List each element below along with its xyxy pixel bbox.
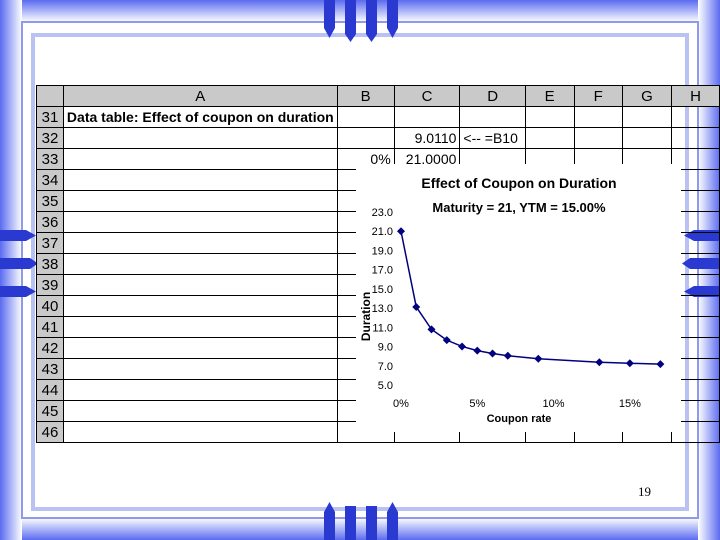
cell-a[interactable] [62, 421, 338, 443]
x-tick-label: 10% [543, 398, 565, 410]
column-header-h[interactable]: H [671, 85, 720, 107]
data-point [442, 336, 451, 345]
spreadsheet-grid: A B C D E F G H 31 Data table: Effect of … [36, 85, 720, 443]
cell-h[interactable] [671, 127, 720, 149]
column-header-g[interactable]: G [621, 85, 673, 107]
cell-a[interactable] [62, 400, 338, 422]
duration-chart[interactable]: Effect of Coupon on Duration Maturity = 2… [356, 164, 681, 432]
cell-d[interactable]: <-- =B10 [459, 127, 526, 149]
data-point [427, 325, 436, 334]
column-header-row: A B C D E F G H [36, 85, 720, 107]
table-row: 31 Data table: Effect of coupon on durati… [36, 106, 720, 128]
row-header[interactable]: 34 [36, 169, 64, 191]
cell-f[interactable] [573, 127, 623, 149]
cell-a[interactable] [62, 358, 338, 380]
cell-a[interactable] [62, 379, 338, 401]
row-header[interactable]: 41 [36, 316, 64, 338]
cell-a[interactable] [62, 295, 338, 317]
cell-c[interactable]: 9.0110 [393, 127, 461, 149]
cell-a[interactable] [62, 169, 338, 191]
y-tick-label: 19.0 [372, 245, 393, 257]
y-tick-label: 9.0 [378, 342, 393, 354]
cell-a[interactable] [62, 127, 338, 149]
y-tick-label: 5.0 [378, 380, 393, 392]
data-point [397, 227, 405, 236]
cell-a[interactable] [62, 232, 338, 254]
column-header-d[interactable]: D [459, 85, 526, 107]
row-header[interactable]: 31 [36, 106, 64, 128]
y-tick-label: 21.0 [372, 226, 393, 238]
x-axis-title: Coupon rate [487, 413, 552, 425]
left-connector-icon [0, 230, 38, 297]
row-header[interactable]: 40 [36, 295, 64, 317]
data-point [595, 358, 604, 367]
cell-a[interactable] [62, 148, 338, 170]
cell-e[interactable] [524, 106, 575, 128]
data-point [656, 360, 665, 369]
data-point [503, 351, 512, 360]
y-tick-label: 15.0 [372, 284, 393, 296]
cell-a[interactable] [62, 316, 338, 338]
cell-h[interactable] [671, 421, 720, 443]
row-header[interactable]: 45 [36, 400, 64, 422]
bottom-connector-icon [324, 502, 398, 540]
cell-a[interactable] [62, 337, 338, 359]
data-point [488, 349, 497, 358]
cell-b[interactable] [336, 127, 395, 149]
cell-a[interactable] [62, 274, 338, 296]
y-tick-label: 13.0 [372, 303, 393, 315]
cell-g[interactable] [621, 106, 673, 128]
cell-h[interactable] [671, 106, 720, 128]
y-tick-label: 11.0 [372, 322, 393, 334]
row-header[interactable]: 43 [36, 358, 64, 380]
table-row: 33 0% 21.0000 [36, 148, 720, 170]
row-header[interactable]: 32 [36, 127, 64, 149]
column-header-c[interactable]: C [393, 85, 461, 107]
chart-title: Effect of Coupon on Duration [421, 175, 616, 191]
row-header[interactable]: 37 [36, 232, 64, 254]
column-header-b[interactable]: B [336, 85, 395, 107]
row-header[interactable]: 44 [36, 379, 64, 401]
x-tick-label: 5% [469, 398, 485, 410]
cell-f[interactable] [573, 106, 623, 128]
cell-a[interactable] [62, 253, 338, 275]
chart-subtitle: Maturity = 21, YTM = 15.00% [432, 200, 606, 215]
row-header[interactable]: 39 [36, 274, 64, 296]
column-header-e[interactable]: E [524, 85, 575, 107]
top-connector-icon [324, 0, 398, 42]
y-tick-label: 23.0 [372, 207, 393, 219]
row-header[interactable]: 42 [36, 337, 64, 359]
table-row: 32 9.0110 <-- =B10 [36, 127, 720, 149]
cell-c[interactable] [393, 106, 461, 128]
series-line [400, 231, 661, 365]
row-header[interactable]: 35 [36, 190, 64, 212]
data-point [625, 359, 634, 368]
y-axis-title: Duration [359, 292, 373, 341]
data-point [473, 346, 482, 355]
x-tick-label: 15% [619, 398, 641, 410]
cell-g[interactable] [621, 127, 673, 149]
column-header-f[interactable]: F [573, 85, 623, 107]
cell-a[interactable] [62, 190, 338, 212]
row-header[interactable]: 46 [36, 421, 64, 443]
column-header-a[interactable]: A [62, 85, 338, 107]
page-number: 19 [638, 484, 651, 499]
corner-cell[interactable] [36, 85, 64, 107]
row-header[interactable]: 33 [36, 148, 64, 170]
cell-e[interactable] [524, 127, 575, 149]
y-tick-label: 17.0 [372, 265, 393, 277]
cell-b[interactable] [336, 106, 395, 128]
cell-a[interactable]: Data table: Effect of coupon on duration [62, 106, 338, 128]
data-point [534, 354, 543, 363]
row-header[interactable]: 36 [36, 211, 64, 233]
cell-d[interactable] [459, 106, 526, 128]
y-tick-label: 7.0 [378, 361, 393, 373]
table-row: 46 [36, 421, 720, 443]
x-tick-label: 0% [393, 398, 409, 410]
cell-a[interactable] [62, 211, 338, 233]
data-point [412, 302, 421, 311]
data-point [458, 342, 467, 351]
row-header[interactable]: 38 [36, 253, 64, 275]
